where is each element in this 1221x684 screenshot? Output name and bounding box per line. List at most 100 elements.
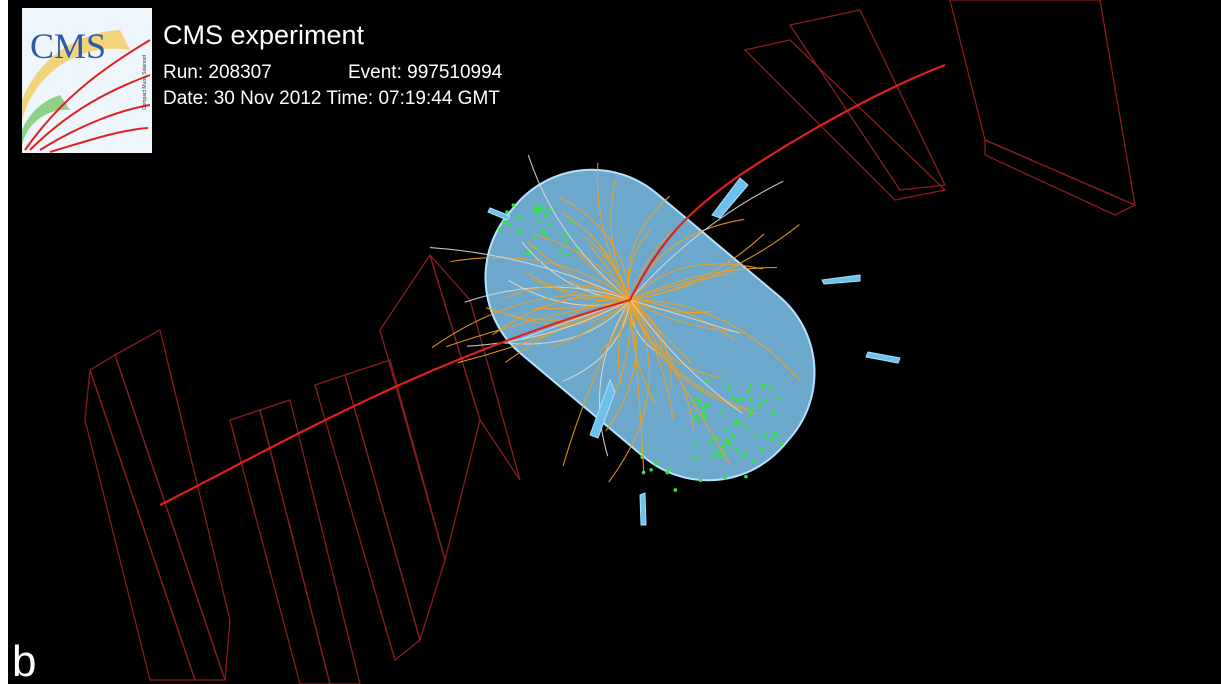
hit	[706, 404, 711, 409]
hit	[758, 403, 763, 408]
hit	[727, 441, 732, 446]
track	[617, 299, 631, 386]
track	[629, 299, 801, 381]
track	[610, 180, 631, 301]
hit	[535, 211, 539, 215]
track	[629, 180, 784, 301]
hit	[703, 404, 707, 409]
hit	[708, 441, 713, 446]
hit	[733, 422, 737, 426]
track	[577, 253, 631, 301]
track	[524, 270, 631, 302]
hit	[776, 396, 781, 401]
hit	[762, 384, 766, 389]
hit	[771, 411, 775, 415]
logo-box	[22, 8, 152, 153]
hit	[693, 414, 697, 418]
segment	[639, 492, 647, 526]
hit	[502, 220, 506, 225]
track	[629, 263, 763, 301]
track	[629, 299, 645, 473]
hit	[746, 389, 751, 394]
hit	[558, 249, 563, 254]
hit	[724, 428, 728, 433]
title: CMS experiment	[163, 20, 365, 50]
segments	[487, 177, 901, 526]
track	[629, 266, 778, 301]
hit	[744, 425, 749, 430]
hit	[774, 433, 779, 438]
hit	[754, 434, 759, 439]
chamber	[743, 39, 947, 201]
hit	[563, 233, 567, 238]
hit	[763, 398, 768, 403]
track	[629, 299, 735, 341]
hit	[673, 488, 678, 492]
hit	[542, 231, 547, 236]
hit	[714, 435, 719, 440]
hit	[714, 454, 719, 458]
track	[562, 299, 631, 382]
hit	[716, 448, 721, 453]
track	[429, 247, 631, 301]
hit	[735, 398, 739, 402]
hit	[540, 229, 544, 234]
chamber	[259, 399, 361, 684]
hit	[668, 467, 673, 471]
hit	[694, 441, 699, 445]
hit	[564, 240, 568, 244]
track	[562, 299, 631, 467]
hit	[698, 478, 703, 483]
hit	[744, 474, 748, 479]
hit	[511, 203, 516, 207]
track	[492, 296, 631, 336]
logo: CMS Compact Muon Solenoid	[22, 8, 152, 153]
hit	[505, 210, 509, 214]
hit	[725, 437, 729, 441]
chamber	[788, 9, 946, 191]
chamber	[84, 369, 196, 681]
hit	[702, 411, 706, 415]
hit	[547, 222, 551, 227]
segment	[865, 351, 901, 364]
hit	[734, 447, 739, 452]
hit	[534, 203, 539, 207]
track	[629, 272, 735, 301]
hit	[780, 442, 784, 446]
muon-track	[629, 63, 946, 301]
hit	[649, 467, 653, 472]
segment	[821, 274, 861, 285]
hit	[752, 460, 756, 464]
chamber	[229, 409, 331, 684]
logo-text: CMS	[30, 26, 106, 66]
hit	[518, 215, 522, 219]
hit	[749, 398, 753, 402]
track	[503, 284, 631, 301]
track	[629, 233, 765, 301]
track	[464, 286, 631, 303]
hit	[532, 236, 537, 241]
hit	[720, 409, 724, 413]
hit	[569, 220, 573, 225]
hit	[547, 208, 552, 212]
hit	[536, 218, 541, 223]
segment	[711, 177, 749, 219]
hits	[498, 203, 784, 492]
track	[533, 234, 631, 301]
track	[611, 299, 631, 401]
hit	[730, 396, 735, 400]
track	[457, 299, 631, 364]
run: Run: 208307	[163, 62, 272, 83]
hit	[722, 475, 727, 480]
track	[527, 154, 631, 301]
hit	[498, 227, 502, 232]
track	[530, 278, 631, 301]
logo-arc	[22, 30, 130, 120]
hit	[517, 229, 522, 233]
hit	[740, 453, 745, 458]
hit	[721, 443, 725, 448]
chamber	[984, 139, 1137, 216]
track	[552, 299, 631, 348]
hit	[565, 252, 570, 257]
event: Event: 997510994	[348, 62, 503, 83]
